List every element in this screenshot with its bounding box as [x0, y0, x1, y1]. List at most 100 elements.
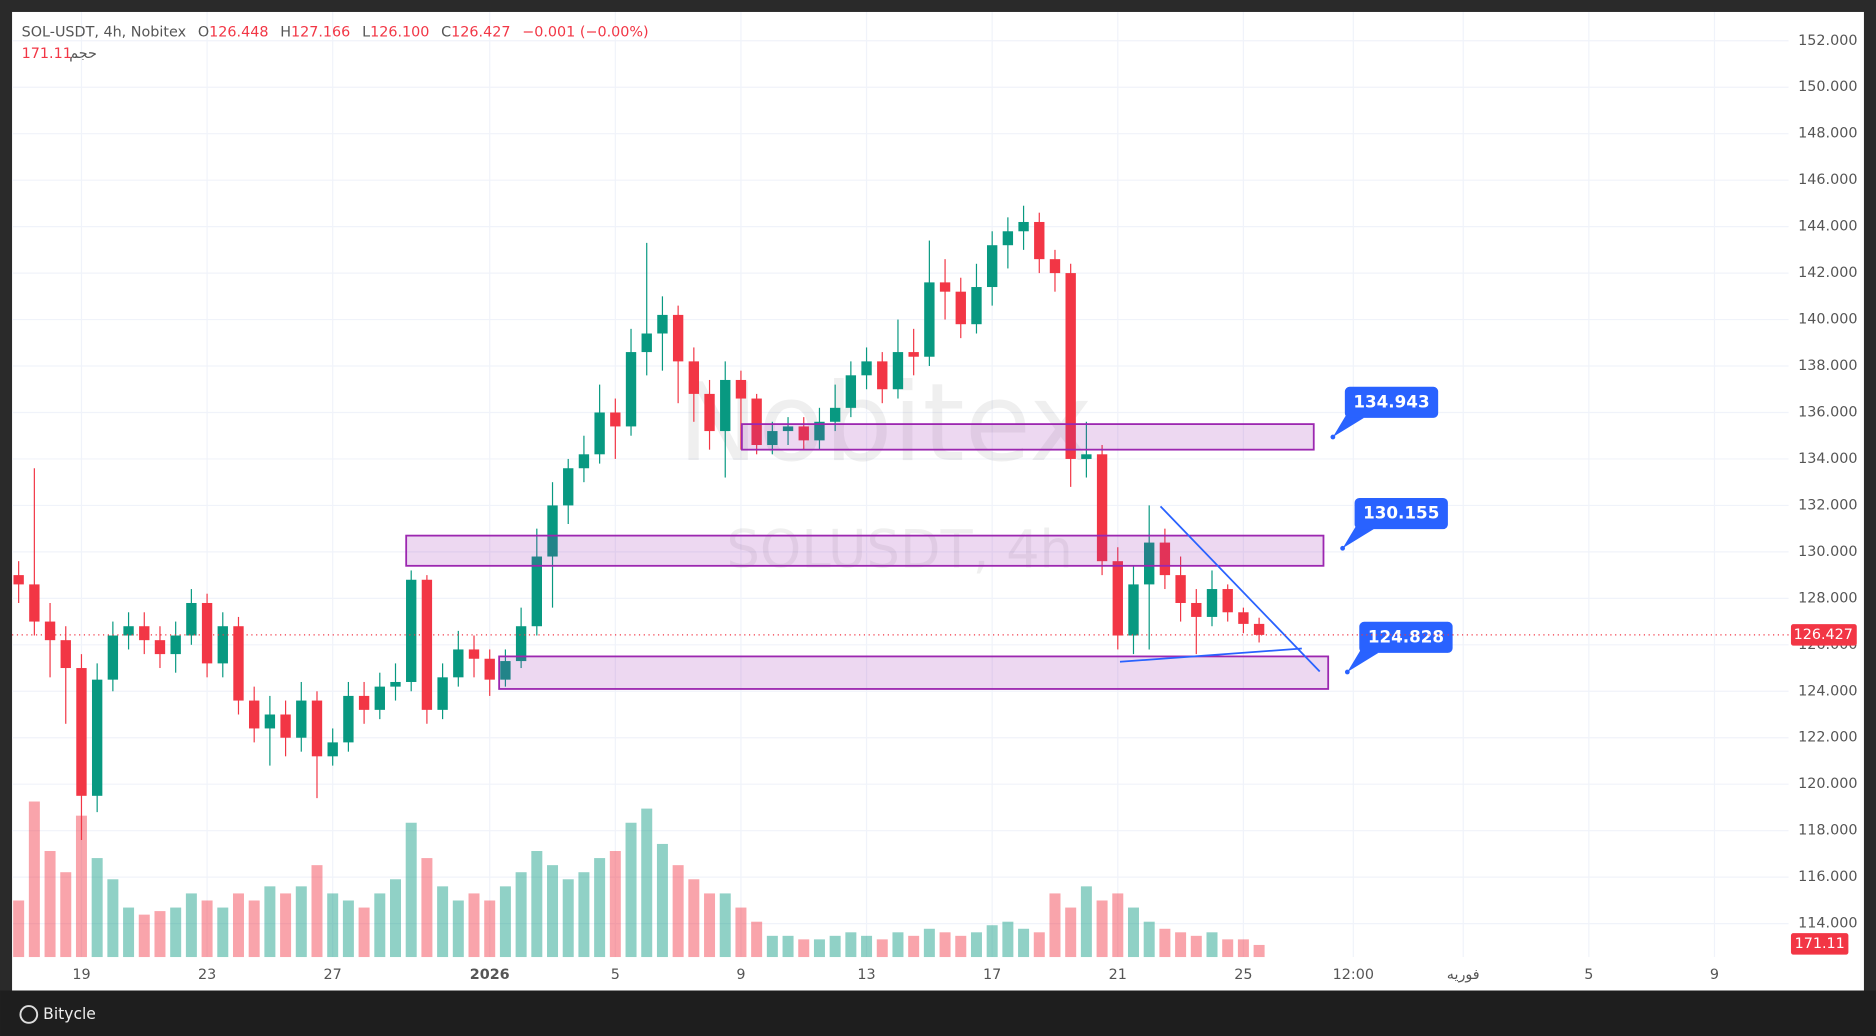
candle-body	[594, 412, 605, 455]
volume-bar	[1018, 928, 1030, 958]
candle-body	[1049, 259, 1061, 274]
candle-body	[751, 398, 762, 446]
candle-body	[625, 352, 637, 427]
volume-bar	[123, 907, 135, 958]
candle-body	[358, 695, 370, 710]
volume-bar	[138, 914, 150, 958]
x-tick-label: 27	[324, 967, 342, 983]
volume-bar	[374, 893, 386, 958]
volume-bar	[656, 843, 668, 958]
candle-body	[955, 291, 966, 325]
symbol: SOL-USDT, 4h, Nobitex	[22, 24, 187, 40]
volume-header: حجم 171.11	[22, 46, 97, 62]
volume-bar	[562, 879, 574, 958]
y-tick-label: 142.000	[1798, 265, 1857, 281]
ohlc-label: O	[198, 24, 209, 40]
candle-body	[515, 626, 527, 662]
volume-bar	[547, 865, 559, 958]
volume-bar	[782, 935, 794, 958]
volume-bar	[107, 879, 119, 958]
candle-body	[924, 282, 935, 357]
y-tick-label: 132.000	[1798, 497, 1857, 513]
candle-body	[264, 714, 276, 729]
footer-brand[interactable]: Bitycle	[43, 1005, 96, 1023]
candle-body	[578, 454, 590, 469]
candle-body	[186, 602, 197, 636]
volume-bar	[75, 815, 87, 958]
volume-bar	[813, 939, 825, 958]
ohlc-value: 126.427	[451, 24, 510, 40]
candle-body	[735, 379, 747, 399]
candle-body	[91, 679, 103, 796]
volume-bar	[939, 932, 951, 958]
candle-body	[814, 421, 825, 441]
y-tick-label: 144.000	[1798, 219, 1857, 235]
y-tick-label: 116.000	[1798, 869, 1857, 885]
candle-body	[641, 333, 652, 353]
x-tick-label: 21	[1109, 967, 1127, 983]
volume-bar	[908, 935, 920, 958]
candle-body	[939, 282, 951, 292]
volume-bar	[1080, 886, 1092, 958]
x-tick-label: 9	[736, 967, 745, 983]
volume-bar	[1127, 907, 1139, 958]
ohlc-value: 126.448	[209, 24, 268, 40]
callout-pointer	[1347, 648, 1379, 673]
candle-body	[892, 352, 904, 390]
candle-body	[1096, 454, 1108, 562]
candle-body	[327, 742, 338, 757]
candle-body	[547, 505, 558, 557]
candle-body	[657, 314, 668, 334]
y-tick-label: 146.000	[1798, 172, 1857, 188]
y-tick-label: 134.000	[1798, 451, 1857, 467]
volume-bar	[232, 893, 244, 958]
y-tick-label: 124.000	[1798, 683, 1857, 699]
candle-body	[1034, 221, 1045, 260]
y-tick-label: 136.000	[1798, 404, 1857, 420]
x-tick-label: 5	[611, 967, 620, 983]
zone	[498, 655, 1330, 690]
volume-bar	[751, 921, 763, 958]
candle-body	[767, 431, 778, 446]
watermark-symbol: SOLUSDT, 4h	[727, 519, 1073, 580]
candle-body	[1018, 221, 1029, 232]
drawings: 134.943 130.155 124.828	[12, 386, 1789, 690]
volume-bar	[955, 935, 967, 958]
candle-body	[406, 579, 417, 682]
callout-box	[1344, 386, 1439, 418]
volume-bar	[531, 851, 543, 958]
volume-bar	[1237, 939, 1249, 958]
volume-bar	[892, 932, 904, 958]
volume-value: 171.11	[22, 46, 72, 62]
candle-body	[1206, 589, 1218, 617]
volume-bar	[1002, 921, 1014, 958]
volume-bar	[1065, 907, 1077, 958]
volume-bar	[499, 886, 511, 958]
candle-body	[170, 635, 181, 655]
volume-bar	[484, 900, 496, 958]
volume-bar	[1033, 932, 1045, 958]
candle-body	[44, 621, 56, 641]
x-tick-label: 19	[72, 967, 90, 983]
grid	[12, 11, 1789, 958]
y-tick-label: 118.000	[1798, 823, 1857, 839]
x-tick-label: 2026	[470, 967, 510, 983]
last-price-box	[1790, 624, 1857, 646]
candle-body	[531, 556, 542, 627]
callout-label: 124.828	[1368, 626, 1444, 646]
candle-body	[60, 640, 71, 669]
volume-bar	[327, 893, 339, 958]
candle-body	[139, 626, 150, 641]
candle-body	[1144, 542, 1155, 585]
footer-bar	[0, 990, 1876, 1036]
candle-body	[610, 412, 621, 427]
candle-body	[421, 579, 433, 710]
volume-bar	[468, 893, 480, 958]
volume-bar	[845, 932, 857, 958]
volume-bar	[28, 801, 40, 958]
candle-body	[311, 700, 323, 757]
candle-body	[107, 635, 119, 680]
candle-body	[500, 661, 511, 680]
callout-pointer	[1332, 413, 1364, 438]
